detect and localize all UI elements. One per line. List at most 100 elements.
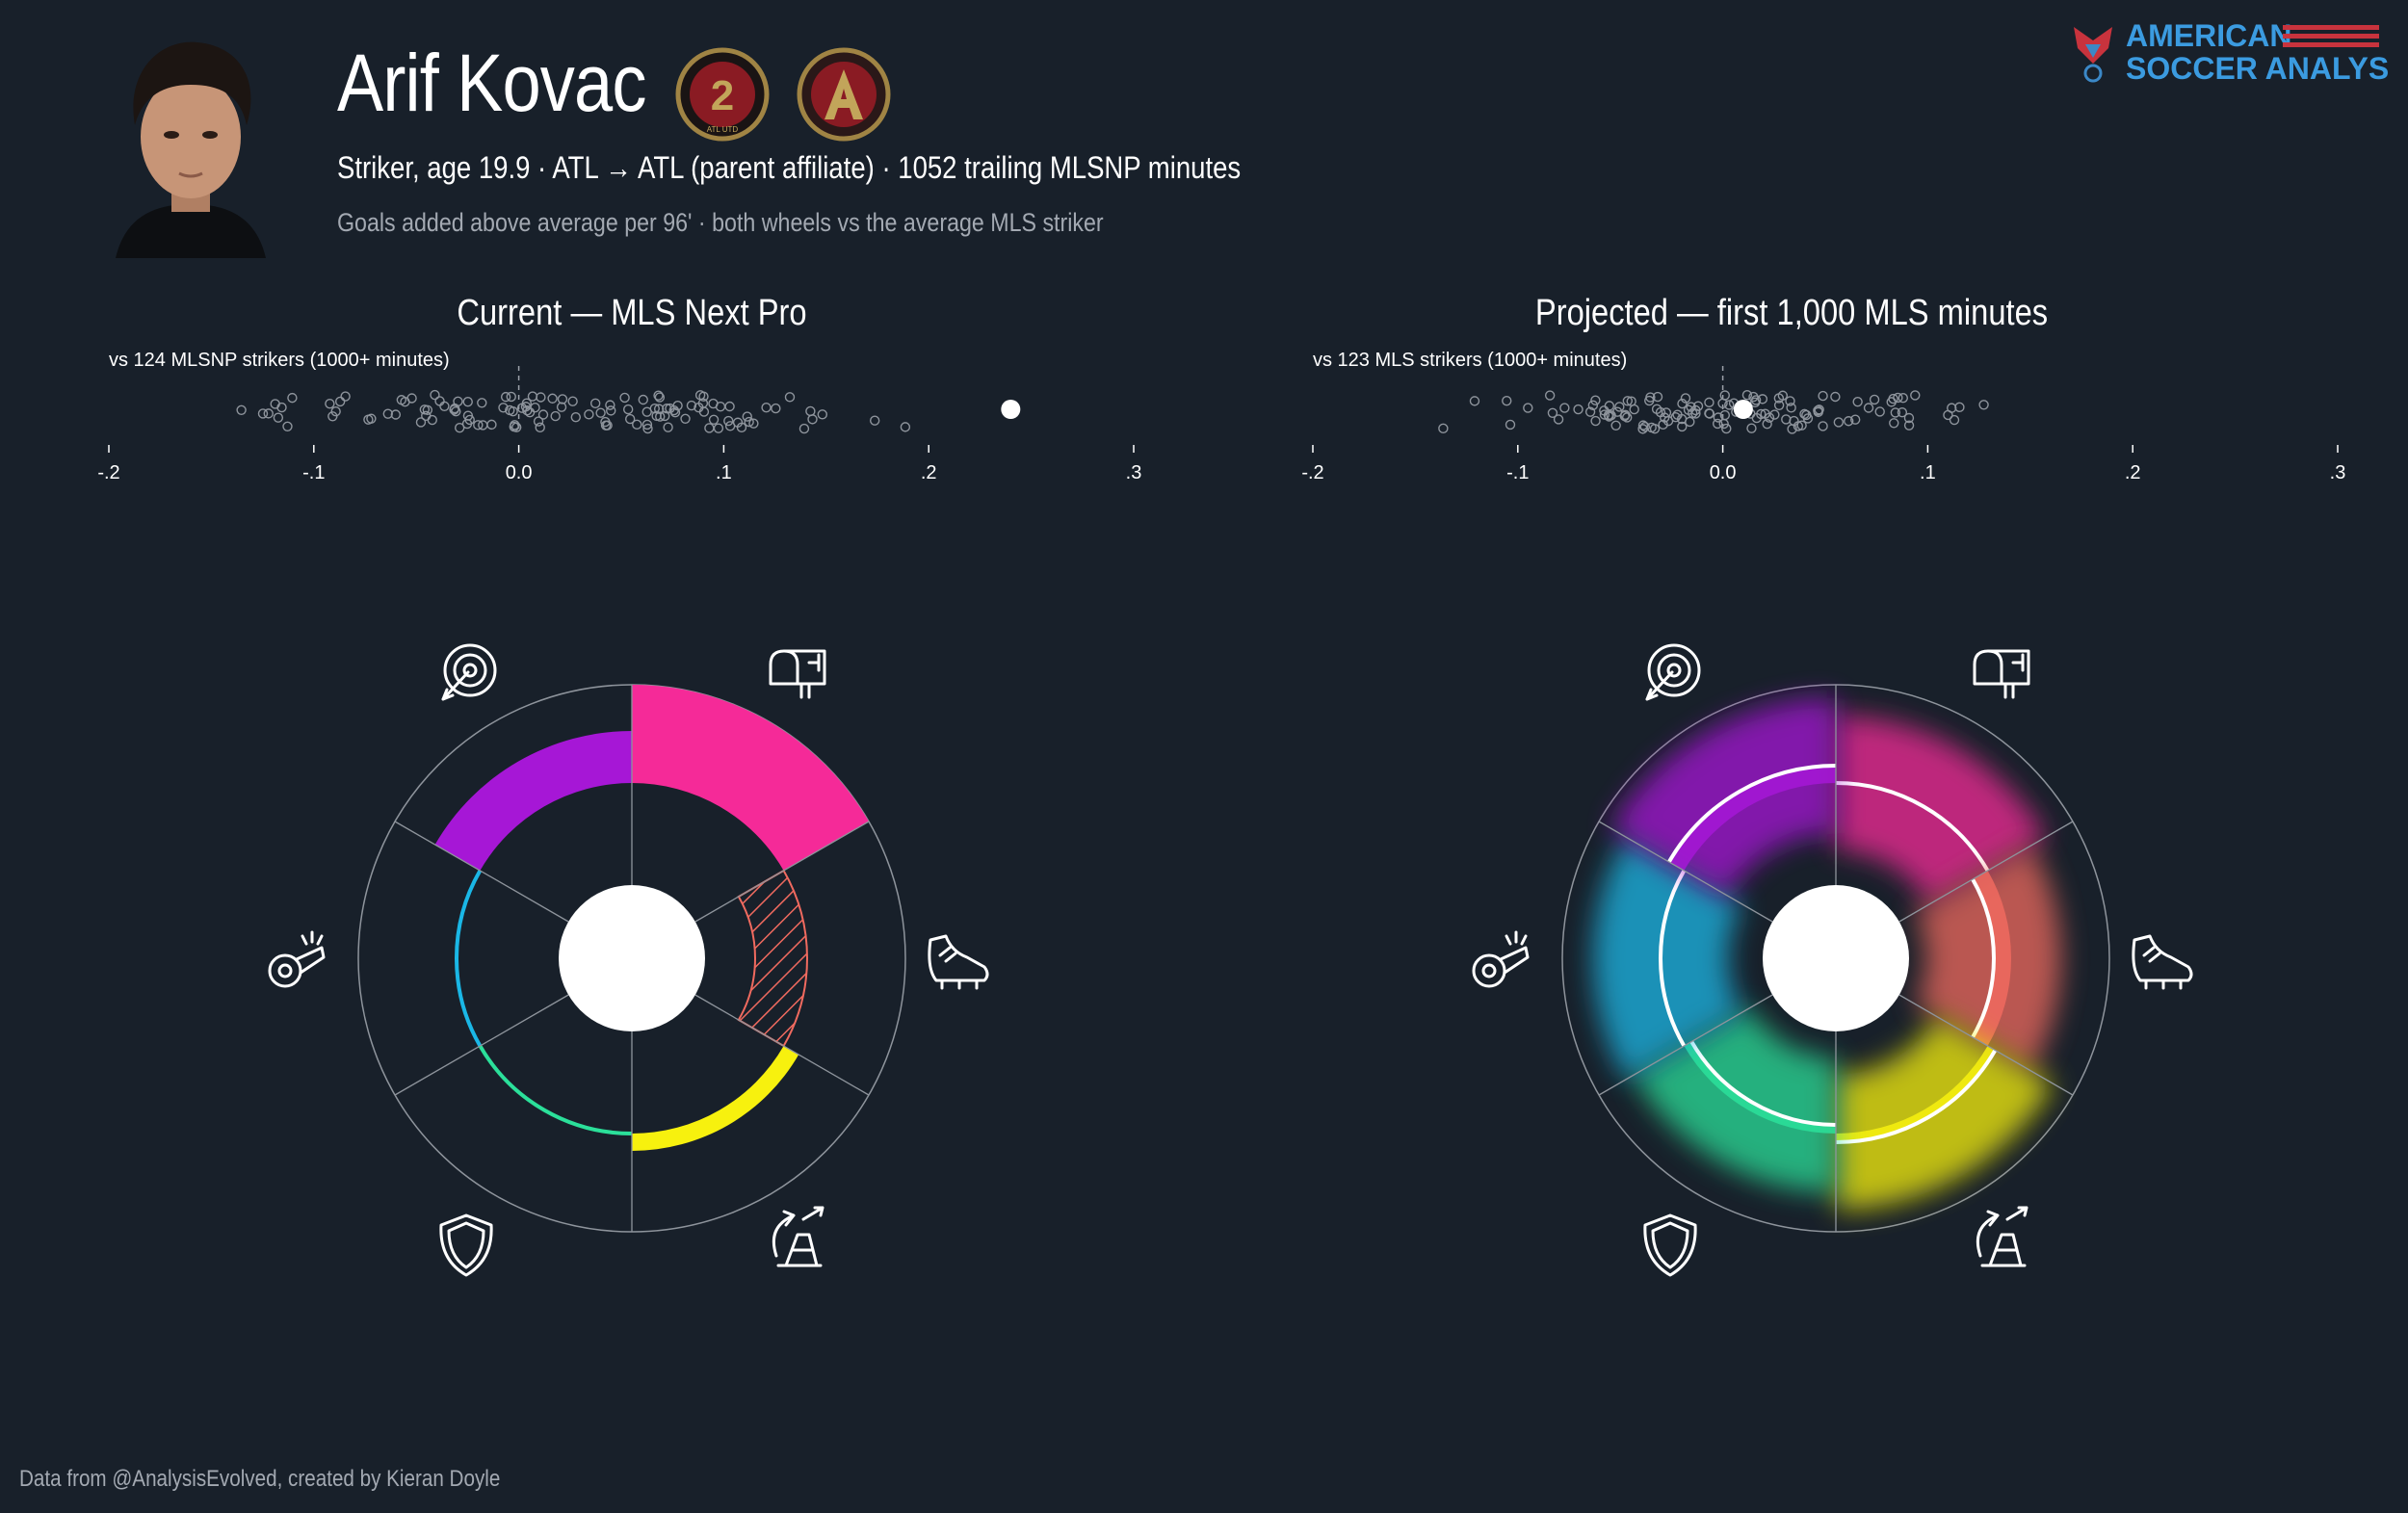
comparison-player-dot bbox=[1889, 418, 1899, 429]
comparison-player-dot bbox=[500, 391, 511, 403]
current-wheel-chart bbox=[268, 643, 989, 1277]
comparison-player-dot bbox=[748, 418, 759, 429]
comparison-player-dot bbox=[1818, 421, 1828, 431]
comparison-player-dot bbox=[1793, 421, 1804, 431]
comparison-player-dot bbox=[1874, 406, 1885, 417]
comparison-player-dot bbox=[1787, 424, 1797, 434]
shooting-icon bbox=[441, 643, 497, 701]
comparison-player-dot bbox=[694, 403, 704, 413]
comparison-player-dot bbox=[595, 407, 606, 418]
wedge-shooting bbox=[434, 731, 632, 871]
comparison-player-dot bbox=[655, 411, 666, 422]
comparison-player-dot bbox=[1869, 394, 1880, 405]
footer-credit: Data from @AnalysisEvolved, created by K… bbox=[19, 1466, 501, 1492]
comparison-player-dot bbox=[439, 401, 450, 412]
comparison-player-dot bbox=[427, 414, 437, 426]
comparison-player-dot bbox=[382, 408, 393, 419]
wedge-passing bbox=[1973, 871, 2011, 1046]
comparison-player-dot bbox=[550, 410, 561, 422]
comparison-player-dot bbox=[454, 423, 465, 433]
comparison-player-dot bbox=[744, 416, 754, 428]
svg-text:AMERICAN: AMERICAN bbox=[2126, 18, 2291, 53]
x-tick-label: -.1 bbox=[1506, 462, 1529, 483]
comparison-player-dot bbox=[1651, 404, 1662, 415]
comparison-player-dot bbox=[605, 400, 615, 410]
comparison-player-dot bbox=[530, 403, 540, 413]
comparison-player-dot bbox=[1898, 393, 1909, 404]
x-tick-label: .2 bbox=[921, 462, 937, 483]
comparison-player-dot bbox=[462, 397, 473, 407]
comparison-player-dot bbox=[1954, 402, 1965, 413]
comparison-player-dot bbox=[1639, 421, 1651, 432]
comparison-player-dot bbox=[1721, 423, 1732, 434]
comparison-player-dot bbox=[1584, 406, 1596, 417]
comparison-player-dot bbox=[421, 410, 432, 421]
comparison-player-dot bbox=[449, 404, 459, 415]
wheel-spoke bbox=[1898, 821, 2074, 923]
comparison-player-dot bbox=[1680, 393, 1691, 404]
comparison-player-dot bbox=[584, 409, 594, 420]
comparison-player-dot bbox=[498, 403, 509, 413]
comparison-player-dot bbox=[1910, 390, 1921, 401]
comparison-player-dot bbox=[1746, 423, 1757, 433]
comparison-player-dot bbox=[1849, 414, 1861, 425]
comparison-player-dot bbox=[651, 410, 662, 422]
shooting-icon bbox=[1645, 643, 1701, 701]
comparison-player-dot bbox=[1886, 397, 1897, 407]
comparison-player-dot bbox=[340, 391, 351, 402]
comparison-player-dot bbox=[1544, 390, 1556, 401]
wedge-fouling-median bbox=[1659, 870, 1687, 1047]
comparison-player-dot bbox=[327, 411, 338, 422]
comparison-player-dot bbox=[1637, 420, 1649, 430]
comparison-player-dot bbox=[1704, 397, 1714, 408]
comparison-player-dot bbox=[1713, 418, 1723, 430]
comparison-player-dot bbox=[784, 392, 796, 403]
comparison-player-dot bbox=[1599, 409, 1610, 420]
comparison-player-dot bbox=[742, 411, 752, 422]
comparison-player-dot bbox=[236, 404, 247, 415]
comparison-player-dot bbox=[464, 414, 475, 426]
comparison-player-dot bbox=[1658, 419, 1668, 430]
comparison-player-dot bbox=[805, 405, 816, 417]
comparison-player-dot bbox=[680, 413, 691, 424]
comparison-player-dot bbox=[1523, 403, 1533, 413]
x-tick-label: .2 bbox=[2125, 462, 2141, 483]
comparison-player-dot bbox=[669, 407, 681, 418]
comparison-player-dot bbox=[419, 404, 431, 415]
comparison-player-dot bbox=[653, 404, 665, 414]
comparison-player-dot bbox=[390, 409, 402, 420]
comparison-player-dot bbox=[1863, 403, 1874, 413]
comparison-player-dot bbox=[1622, 396, 1634, 406]
comparison-player-dot bbox=[1652, 391, 1663, 403]
comparison-player-dot bbox=[663, 422, 673, 432]
fouling-icon bbox=[1472, 930, 1530, 988]
comparison-player-dot bbox=[1677, 398, 1688, 409]
comparison-player-dot bbox=[1644, 395, 1655, 406]
comparison-player-dot bbox=[1756, 408, 1767, 420]
strip-caption: vs 124 MLSNP strikers (1000+ minutes) bbox=[109, 350, 450, 371]
comparison-player-dot bbox=[686, 400, 697, 411]
comparison-player-dot bbox=[257, 408, 269, 419]
receiving-icon bbox=[769, 649, 826, 699]
total-value-circle bbox=[1763, 885, 1909, 1031]
projected-wheel-chart bbox=[1472, 643, 2193, 1277]
comparison-player-dot bbox=[1903, 420, 1915, 430]
comparison-player-dot bbox=[415, 417, 427, 428]
wedge-passing-glow bbox=[1914, 846, 2061, 1071]
comparison-player-dot bbox=[619, 392, 630, 404]
interrupting-icon bbox=[1643, 1213, 1697, 1277]
comparison-player-dot bbox=[1724, 400, 1735, 410]
atlanta-united-badge bbox=[797, 47, 891, 142]
comparison-player-dot bbox=[1649, 423, 1661, 434]
wedge-dribbling bbox=[632, 1046, 799, 1151]
current-panel-title: Current — MLS Next Pro bbox=[457, 293, 807, 333]
comparison-player-dot bbox=[557, 394, 568, 404]
comparison-player-dot bbox=[282, 421, 293, 431]
passing-icon bbox=[2132, 934, 2193, 990]
comparison-player-dot bbox=[1852, 396, 1863, 407]
projected-panel-title: Projected — first 1,000 MLS minutes bbox=[1534, 293, 2049, 333]
comparison-player-dot bbox=[798, 423, 810, 434]
comparison-player-dot bbox=[1717, 398, 1728, 409]
comparison-player-dot bbox=[287, 392, 298, 404]
comparison-player-dot bbox=[1781, 414, 1792, 425]
